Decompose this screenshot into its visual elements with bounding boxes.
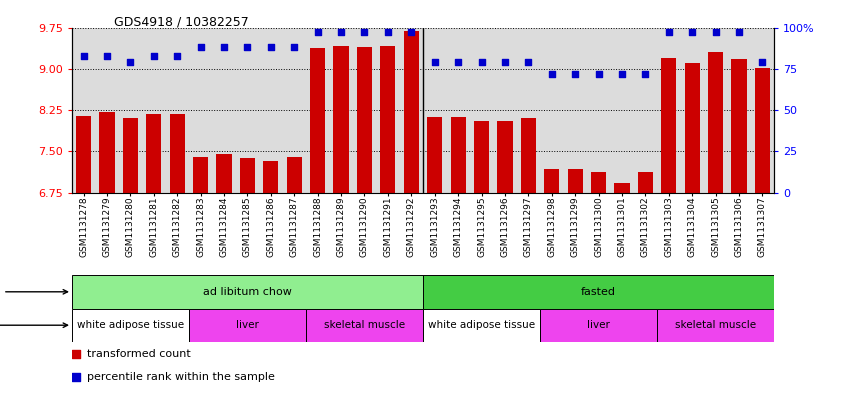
Bar (333, 46, 349, 193)
Bar (591, 172, 606, 193)
Point (545, 71, 558, 77)
Text: protocol: protocol (0, 287, 68, 297)
Point (124, 59, 137, 65)
Bar (72, 275, 423, 309)
Bar (657, 309, 774, 342)
Bar (423, 309, 540, 342)
Text: GDS4918 / 10382257: GDS4918 / 10382257 (114, 16, 249, 29)
Bar (521, 118, 536, 193)
Text: skeletal muscle: skeletal muscle (324, 320, 405, 330)
Point (685, 29, 699, 36)
Bar (755, 68, 770, 193)
Bar (263, 161, 278, 193)
Text: fasted: fasted (581, 287, 616, 297)
Point (240, 44, 254, 50)
Bar (193, 157, 208, 193)
Text: white adipose tissue: white adipose tissue (428, 320, 535, 330)
Bar (217, 154, 232, 193)
Point (334, 29, 348, 36)
Point (311, 29, 325, 36)
Bar (306, 309, 423, 342)
Bar (72, 309, 189, 342)
Point (755, 59, 769, 65)
Bar (240, 158, 255, 193)
Point (498, 59, 512, 65)
Point (194, 44, 207, 50)
Text: liver: liver (236, 320, 259, 330)
Bar (732, 59, 746, 193)
Text: liver: liver (587, 320, 610, 330)
Point (428, 59, 442, 65)
Point (404, 29, 418, 36)
Point (662, 29, 675, 36)
Point (615, 71, 629, 77)
Point (381, 29, 394, 36)
Point (475, 59, 488, 65)
Bar (381, 46, 395, 193)
Point (288, 44, 301, 50)
Bar (544, 169, 559, 193)
Bar (708, 52, 723, 193)
Point (733, 29, 746, 36)
Bar (474, 121, 489, 193)
Text: transformed count: transformed count (86, 349, 190, 359)
Point (709, 29, 722, 36)
Bar (614, 183, 629, 193)
Text: white adipose tissue: white adipose tissue (77, 320, 184, 330)
Text: ad libitum chow: ad libitum chow (203, 287, 292, 297)
Bar (568, 169, 583, 193)
Bar (100, 112, 114, 193)
Text: skeletal muscle: skeletal muscle (675, 320, 756, 330)
Bar (684, 63, 700, 193)
Point (264, 44, 277, 50)
Point (100, 52, 113, 59)
Bar (170, 114, 184, 193)
Bar (423, 275, 774, 309)
Point (452, 59, 465, 65)
Bar (76, 116, 91, 193)
Bar (638, 172, 653, 193)
Point (591, 71, 605, 77)
Point (315, 255, 328, 261)
Bar (662, 58, 676, 193)
Bar (310, 48, 325, 193)
Point (170, 52, 184, 59)
Point (147, 52, 161, 59)
Point (569, 71, 582, 77)
Bar (404, 31, 419, 193)
Bar (189, 309, 306, 342)
Bar (540, 309, 657, 342)
Text: tissue: tissue (0, 320, 68, 330)
Point (315, 41, 328, 47)
Point (639, 71, 652, 77)
Bar (497, 121, 513, 193)
Bar (427, 117, 442, 193)
Bar (357, 47, 372, 193)
Bar (146, 114, 162, 193)
Point (217, 44, 231, 50)
Point (77, 52, 91, 59)
Bar (451, 117, 465, 193)
Bar (287, 157, 302, 193)
Bar (123, 118, 138, 193)
Text: percentile rank within the sample: percentile rank within the sample (86, 372, 275, 382)
Point (521, 59, 536, 65)
Point (358, 29, 371, 36)
